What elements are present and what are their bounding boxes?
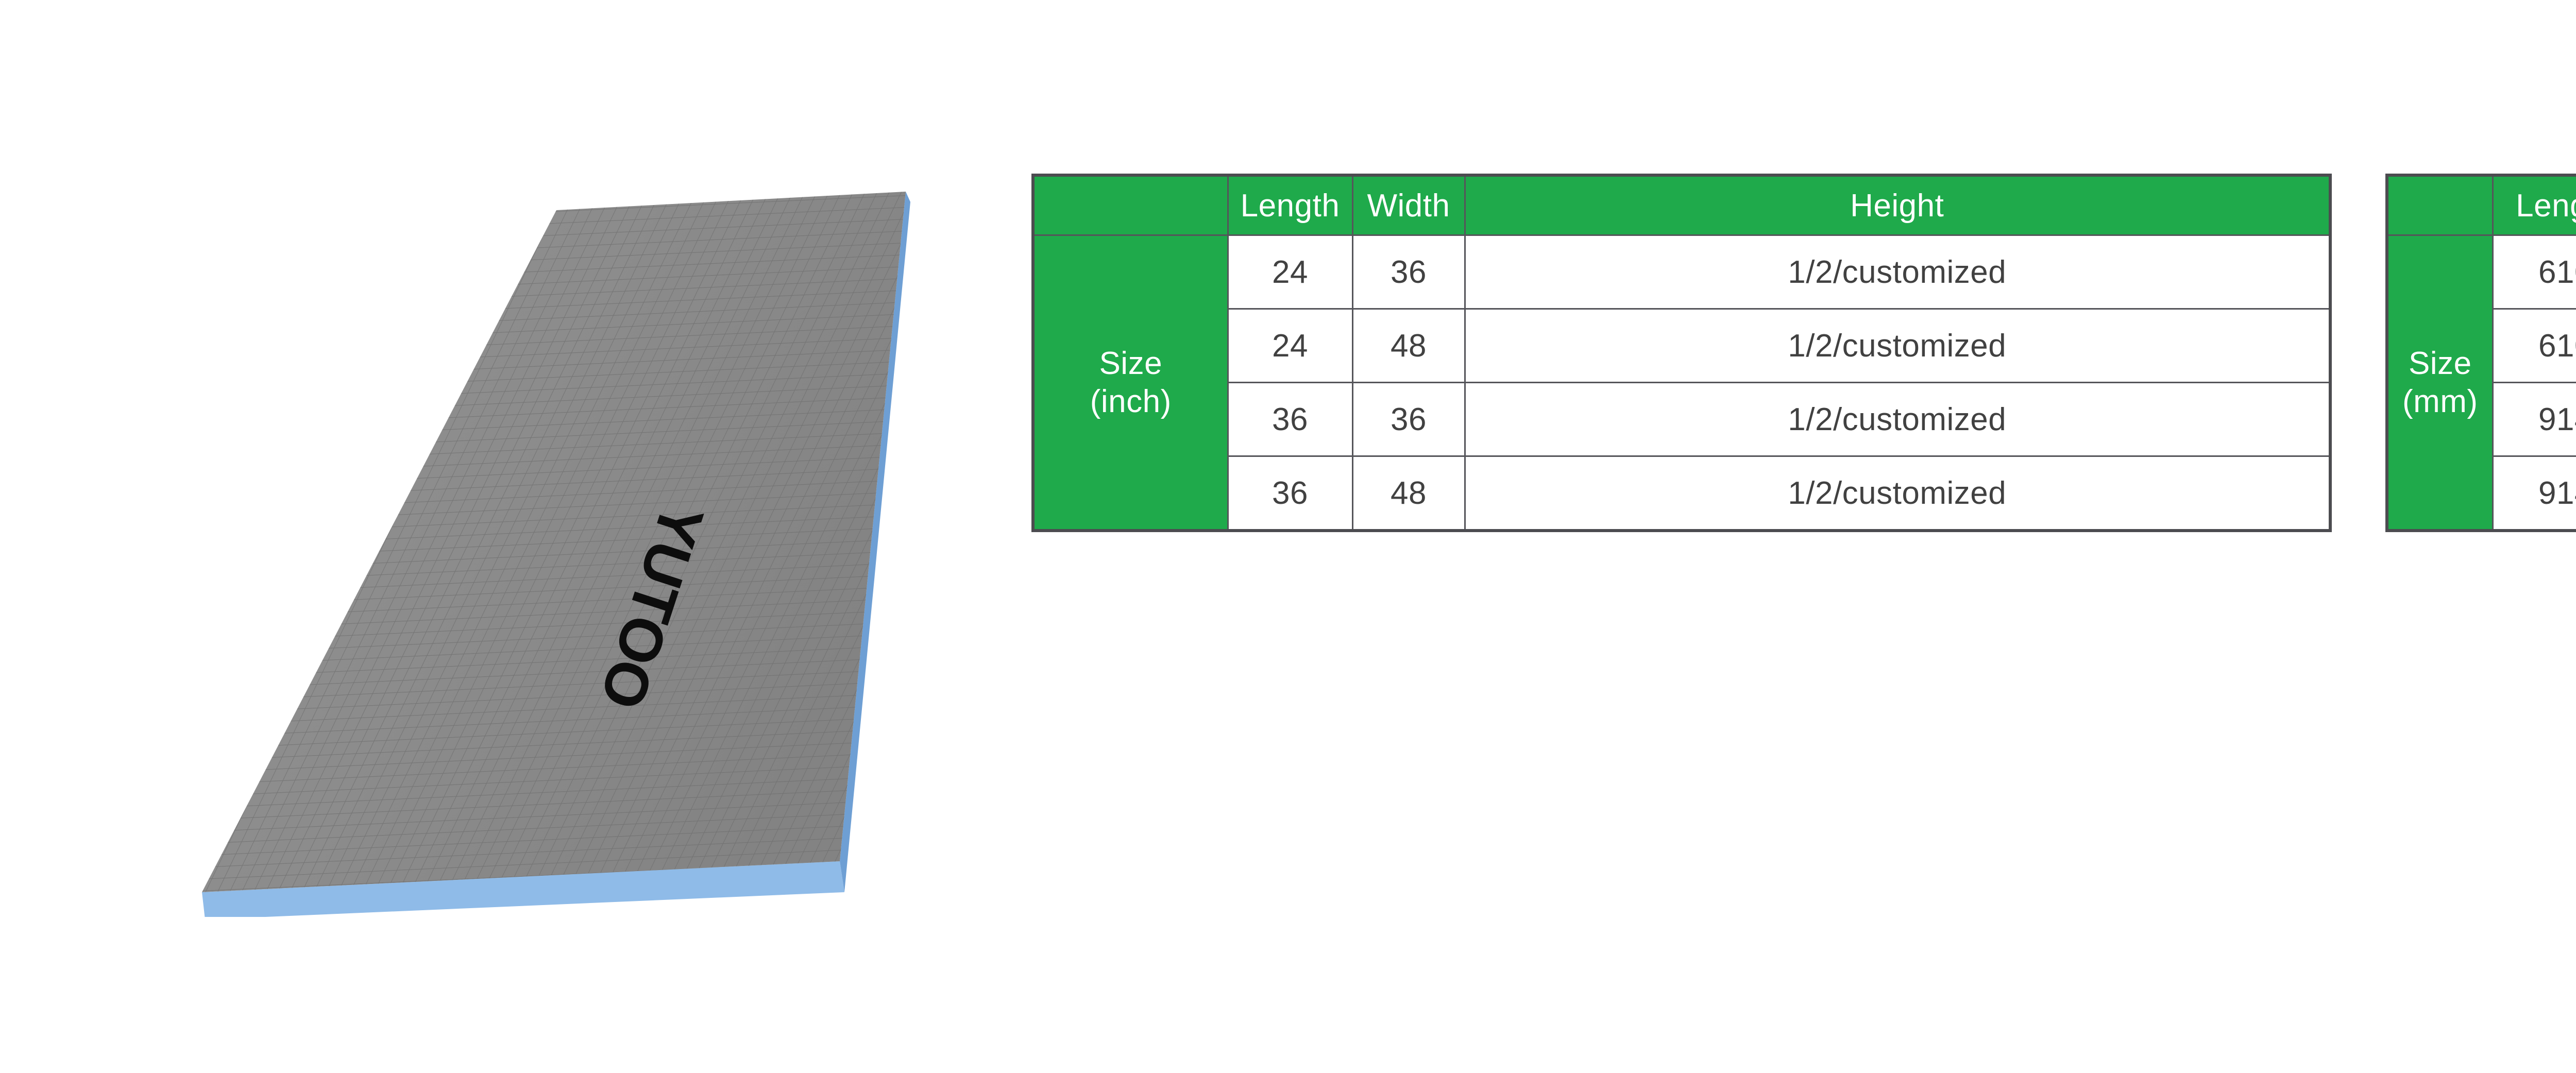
table-header-row: Length Width Height bbox=[2386, 174, 2576, 236]
fiberglass-mesh-texture bbox=[202, 192, 906, 892]
table-row: 610 1219 20/30/40/50/customized bbox=[2387, 308, 2576, 383]
cell-length: 24 bbox=[1227, 308, 1353, 383]
product-illustration: YUTOO bbox=[144, 144, 1020, 917]
cell-length: 24 bbox=[1227, 234, 1353, 310]
corner-blank-cell bbox=[2386, 174, 2494, 236]
row-group-label-size-mm: Size (mm) bbox=[2386, 234, 2494, 532]
table-row: 36 36 1/2/customized bbox=[1033, 382, 2331, 457]
table-row: 914 914 20/30/40/50/customized bbox=[2387, 382, 2576, 457]
surface-highlight bbox=[202, 192, 906, 892]
cell-height: 1/2/customized bbox=[1464, 234, 2331, 310]
table-row: Size (inch) 24 36 1/2/customized bbox=[1032, 234, 2331, 532]
row-group-label-line2: (mm) bbox=[2402, 383, 2478, 419]
size-table-inch: Length Width Height Size (inch) 24 36 1/… bbox=[1031, 174, 2332, 532]
cell-width: 36 bbox=[1351, 234, 1466, 310]
cell-length: 914 bbox=[2492, 455, 2576, 532]
cell-length: 36 bbox=[1227, 382, 1353, 457]
cell-width: 36 bbox=[1351, 382, 1466, 457]
table-row: 24 48 1/2/customized bbox=[1033, 308, 2331, 383]
column-header-height: Height bbox=[1464, 174, 2331, 236]
size-table-mm: Length Width Height Size (mm) 610 914 20… bbox=[2385, 174, 2576, 532]
cell-length: 914 bbox=[2492, 382, 2576, 457]
row-group-label-line1: Size bbox=[2408, 346, 2472, 382]
column-header-width: Width bbox=[1351, 174, 1466, 236]
cell-width: 48 bbox=[1351, 308, 1466, 383]
foam-core-right-edge bbox=[840, 192, 910, 892]
cell-height: 1/2/customized bbox=[1464, 308, 2331, 383]
table-header-row: Length Width Height bbox=[1032, 174, 2331, 236]
table-row: 36 48 1/2/customized bbox=[1033, 455, 2331, 532]
cell-height: 1/2/customized bbox=[1464, 455, 2331, 532]
corner-blank-cell bbox=[1032, 174, 1229, 236]
cell-length: 610 bbox=[2492, 308, 2576, 383]
foam-core-front-edge bbox=[202, 861, 844, 917]
column-header-length: Length bbox=[2492, 174, 2576, 236]
cell-length: 36 bbox=[1227, 455, 1353, 532]
row-group-label-size-inch: Size (inch) bbox=[1032, 234, 1229, 532]
table-row: 914 1219 20/30/40/50/customized bbox=[2387, 455, 2576, 532]
row-group-label-line1: Size bbox=[1099, 346, 1163, 382]
cell-length: 610 bbox=[2492, 234, 2576, 310]
table-row: Size (mm) 610 914 20/30/40/50/customized bbox=[2386, 234, 2576, 532]
cell-height: 1/2/customized bbox=[1464, 382, 2331, 457]
column-header-length: Length bbox=[1227, 174, 1353, 236]
row-group-label-line2: (inch) bbox=[1090, 383, 1172, 419]
cell-width: 48 bbox=[1351, 455, 1466, 532]
